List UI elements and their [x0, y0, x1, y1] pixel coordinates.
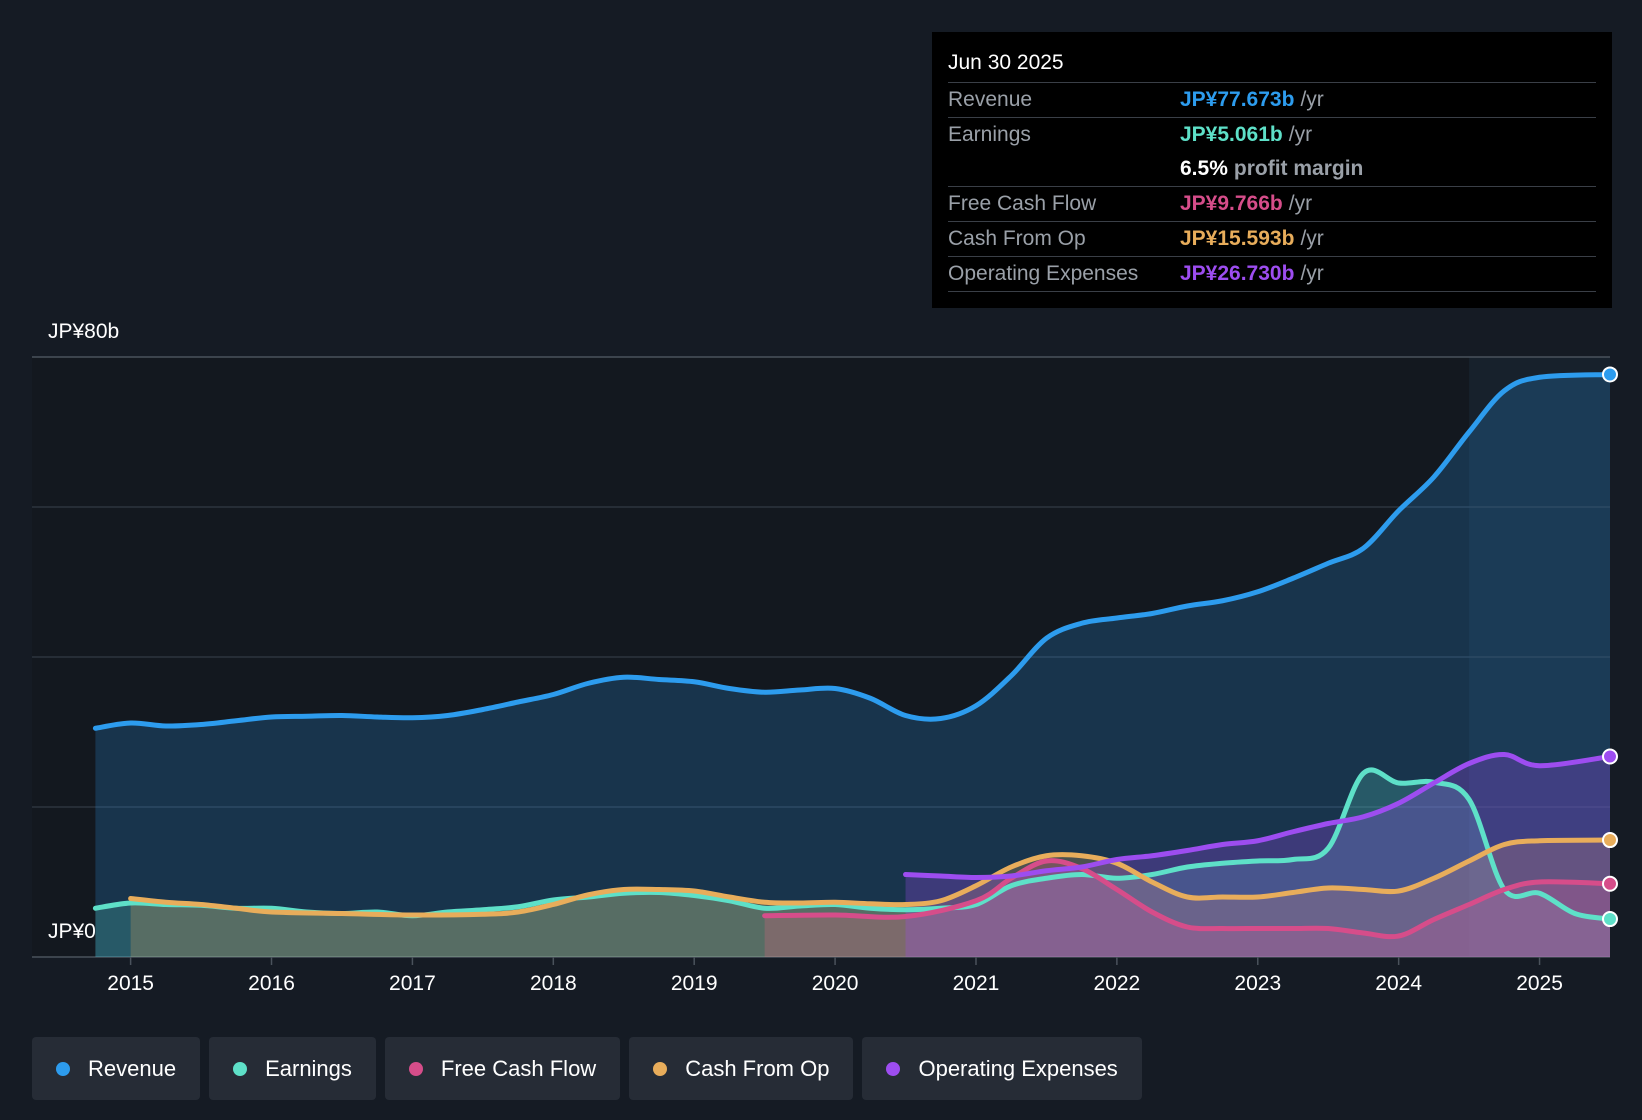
series-lines	[92, 371, 1613, 940]
tooltip-margin-spacer	[948, 152, 1180, 186]
tooltip-row-opex: Operating Expenses JP¥26.730b /yr	[948, 257, 1596, 292]
series-endpoints	[1602, 366, 1618, 928]
legend-label: Free Cash Flow	[440, 1055, 597, 1081]
legend-item-operating-expenses[interactable]: Operating Expenses	[862, 1037, 1142, 1100]
legend-dot-icon	[408, 1061, 423, 1076]
x-tick-label: 2019	[671, 972, 718, 995]
tooltip-margin-value: 6.5%	[1180, 157, 1228, 180]
x-tick-label: 2015	[107, 972, 154, 995]
tooltip-row-revenue: Revenue JP¥77.673b /yr	[948, 83, 1596, 118]
x-tick-label: 2018	[530, 972, 577, 995]
legend-label: Earnings	[265, 1055, 352, 1081]
tooltip-revenue-value: JP¥77.673b	[1180, 88, 1295, 111]
legend-item-revenue[interactable]: Revenue	[32, 1037, 201, 1100]
tooltip-revenue-label: Revenue	[948, 88, 1033, 111]
series-line-revenue	[92, 371, 1613, 731]
x-tick-label: 2020	[812, 972, 859, 995]
tooltip-opex-value: JP¥26.730b	[1180, 262, 1295, 285]
x-tick-label: 2017	[389, 972, 436, 995]
tooltip-cfo-unit: /yr	[1300, 227, 1324, 250]
series-endpoint-revenue	[1602, 366, 1618, 383]
legend-item-free-cash-flow[interactable]: Free Cash Flow	[384, 1037, 621, 1100]
x-tick-label: 2023	[1234, 972, 1281, 995]
data-tooltip: Jun 30 2025 Revenue JP¥77.673b /yr Earni…	[932, 32, 1612, 308]
legend-label: Cash From Op	[685, 1055, 830, 1081]
legend-dot-icon	[233, 1061, 248, 1076]
tooltip-earnings-unit: /yr	[1288, 123, 1313, 146]
legend-label: Operating Expenses	[918, 1055, 1118, 1081]
series-area-opex	[905, 754, 1610, 957]
series-endpoint-earnings	[1602, 911, 1618, 928]
tooltip-earnings-label: Earnings	[948, 123, 1031, 146]
legend-label: Revenue	[88, 1055, 177, 1081]
chart-legend: Revenue Earnings Free Cash Flow Cash Fro…	[32, 1037, 1142, 1100]
y-axis-bottom-label: JP¥0	[48, 920, 96, 943]
tooltip-cfo-value: JP¥15.593b	[1180, 227, 1295, 250]
x-tick-label: 2016	[248, 972, 295, 995]
tooltip-row-cfo: Cash From Op JP¥15.593b /yr	[948, 222, 1596, 257]
tooltip-row-earnings: Earnings JP¥5.061b /yr	[948, 118, 1596, 152]
tooltip-earnings-value: JP¥5.061b	[1180, 123, 1283, 146]
x-axis-ticks: 2015 2016 2017 2018 2019 2020 2021 2022 2023 2024…	[107, 957, 1563, 995]
tooltip-fcf-label: Free Cash Flow	[948, 192, 1097, 215]
x-tick-label: 2024	[1375, 972, 1422, 995]
tooltip-row-margin: 6.5% profit margin	[948, 152, 1596, 187]
tooltip-row-fcf: Free Cash Flow JP¥9.766b /yr	[948, 187, 1596, 222]
series-endpoint-cfo	[1602, 832, 1618, 849]
legend-item-cash-from-op[interactable]: Cash From Op	[629, 1037, 854, 1100]
legend-dot-icon	[653, 1061, 668, 1076]
tooltip-opex-unit: /yr	[1300, 262, 1324, 285]
tooltip-revenue-unit: /yr	[1300, 88, 1324, 111]
tooltip-opex-label: Operating Expenses	[948, 262, 1139, 285]
tooltip-margin-label: profit margin	[1233, 157, 1364, 180]
legend-item-earnings[interactable]: Earnings	[209, 1037, 376, 1100]
tooltip-date: Jun 30 2025	[948, 46, 1596, 83]
legend-dot-icon	[886, 1061, 901, 1076]
x-tick-label: 2025	[1516, 972, 1563, 995]
series-area-earnings	[95, 769, 1611, 957]
tooltip-cfo-label: Cash From Op	[948, 227, 1086, 250]
tooltip-fcf-value: JP¥9.766b	[1180, 192, 1283, 215]
series-line-fcf	[762, 858, 1613, 940]
series-line-cfo	[128, 837, 1613, 918]
series-area-fcf	[764, 860, 1610, 957]
y-axis-top-label: JP¥80b	[48, 320, 120, 343]
tooltip-fcf-unit: /yr	[1288, 192, 1313, 215]
series-area-revenue	[95, 374, 1611, 957]
series-line-opex	[903, 751, 1613, 880]
x-tick-label: 2021	[953, 972, 1000, 995]
legend-dot-icon	[56, 1061, 70, 1076]
series-endpoint-opex	[1602, 748, 1618, 765]
x-tick-label: 2022	[1094, 972, 1141, 995]
series-endpoint-fcf	[1602, 875, 1618, 892]
